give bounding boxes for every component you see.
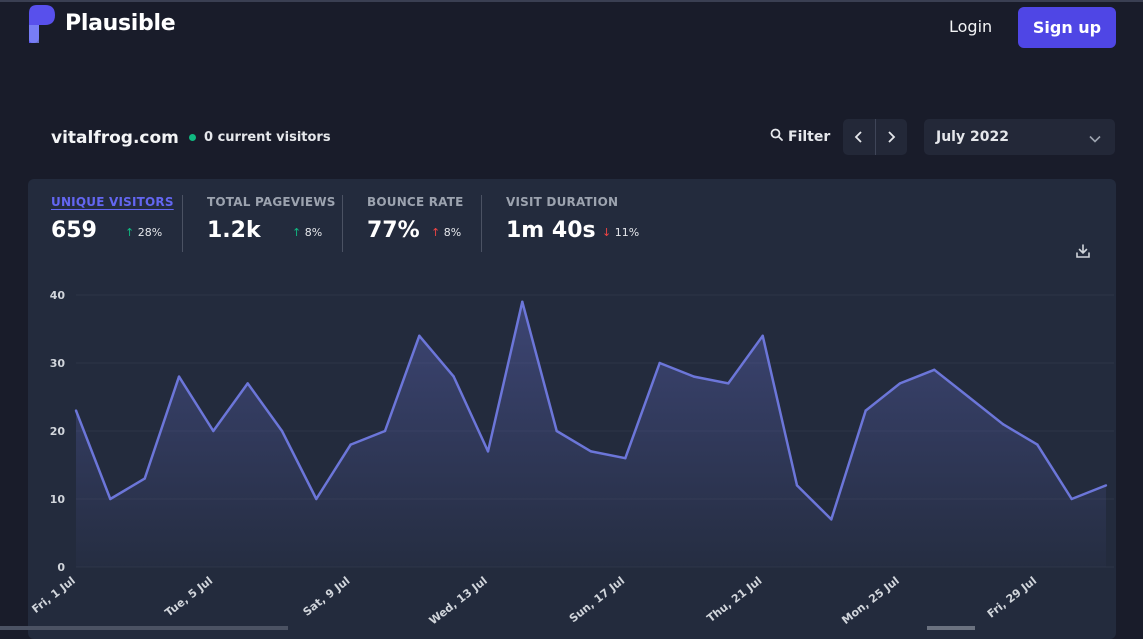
stat-change-value: 8% bbox=[443, 226, 462, 239]
stat-change-value: 11% bbox=[614, 226, 640, 239]
data-point bbox=[246, 382, 249, 385]
stat-change: ↓ 11% bbox=[602, 226, 639, 239]
x-tick-label: Fri, 29 Jul bbox=[985, 574, 1039, 620]
download-icon[interactable] bbox=[1075, 243, 1091, 263]
data-point bbox=[1070, 497, 1073, 501]
data-point bbox=[727, 382, 730, 385]
series-area bbox=[76, 301, 1106, 567]
stat-unique-visitors[interactable]: UNIQUE VISITORS 659 bbox=[51, 195, 174, 243]
data-point bbox=[933, 368, 936, 371]
stat-label: UNIQUE VISITORS bbox=[51, 195, 174, 209]
y-tick-label: 30 bbox=[50, 357, 66, 370]
logo[interactable]: Plausible bbox=[27, 3, 176, 43]
data-point bbox=[74, 409, 78, 412]
period-select[interactable]: July 2022 bbox=[924, 119, 1115, 155]
stat-bounce-rate[interactable]: BOUNCE RATE 77% bbox=[367, 195, 464, 243]
stat-label: VISIT DURATION bbox=[506, 195, 619, 209]
arrow-up-icon: ↑ bbox=[292, 226, 302, 239]
stat-change: ↑ 8% bbox=[292, 226, 322, 239]
site-domain[interactable]: vitalfrog.com bbox=[51, 128, 179, 148]
y-tick-label: 10 bbox=[50, 493, 66, 506]
data-point bbox=[761, 334, 764, 337]
stat-change-value: 28% bbox=[137, 226, 163, 239]
stat-value: 77% bbox=[367, 218, 420, 243]
chevron-right-icon[interactable] bbox=[875, 119, 907, 155]
data-point bbox=[212, 429, 215, 433]
data-point bbox=[1036, 443, 1039, 446]
stat-change: ↑ 8% bbox=[431, 226, 461, 239]
data-point bbox=[383, 429, 387, 433]
y-tick-label: 20 bbox=[50, 425, 66, 438]
data-point bbox=[177, 375, 181, 378]
stat-value: 659 bbox=[51, 218, 97, 243]
arrow-up-icon: ↑ bbox=[125, 226, 135, 239]
data-point bbox=[418, 334, 421, 337]
search-icon bbox=[770, 128, 783, 145]
data-point bbox=[109, 497, 112, 501]
chevron-down-icon bbox=[1089, 128, 1101, 147]
stat-change: ↑ 28% bbox=[125, 226, 162, 239]
data-point bbox=[795, 484, 799, 487]
y-tick-label: 0 bbox=[57, 561, 65, 574]
brand-name: Plausible bbox=[65, 10, 176, 36]
stat-label: BOUNCE RATE bbox=[367, 195, 464, 209]
data-point bbox=[864, 409, 867, 412]
stat-label: TOTAL PAGEVIEWS bbox=[207, 195, 336, 209]
data-point bbox=[486, 450, 490, 453]
current-visitors[interactable]: 0 current visitors bbox=[189, 130, 331, 145]
data-point bbox=[692, 375, 696, 378]
plausible-logo-icon bbox=[27, 3, 57, 43]
stat-divider bbox=[342, 195, 343, 252]
data-point bbox=[624, 457, 627, 460]
stat-value: 1.2k bbox=[207, 218, 261, 243]
x-tick-label: Mon, 25 Jul bbox=[839, 574, 902, 627]
login-link[interactable]: Login bbox=[949, 17, 993, 36]
data-point bbox=[452, 375, 455, 378]
stat-visit-duration[interactable]: VISIT DURATION 1m 40s bbox=[506, 195, 618, 243]
nav-divider bbox=[874, 119, 876, 155]
stat-change-value: 8% bbox=[304, 226, 323, 239]
current-visitors-label: 0 current visitors bbox=[204, 130, 331, 145]
x-tick-label: Fri, 1 Jul bbox=[29, 574, 77, 616]
signup-button[interactable]: Sign up bbox=[1018, 7, 1116, 48]
data-point bbox=[555, 429, 558, 433]
stat-divider bbox=[481, 195, 482, 252]
data-point bbox=[349, 443, 352, 446]
filter-button[interactable]: Filter bbox=[770, 128, 830, 145]
data-point bbox=[280, 429, 284, 433]
data-point bbox=[521, 300, 524, 303]
scrollbar-thumb[interactable] bbox=[927, 626, 975, 630]
x-tick-label: Tue, 5 Jul bbox=[162, 574, 215, 619]
data-point bbox=[315, 497, 318, 501]
period-navigation bbox=[843, 119, 907, 155]
stat-total-pageviews[interactable]: TOTAL PAGEVIEWS 1.2k bbox=[207, 195, 336, 243]
data-point bbox=[658, 361, 661, 365]
scrollbar-horizontal[interactable] bbox=[0, 626, 288, 630]
data-point bbox=[589, 450, 593, 453]
x-tick-label: Sun, 17 Jul bbox=[567, 574, 627, 625]
data-point bbox=[898, 382, 902, 385]
data-point bbox=[143, 477, 146, 480]
chevron-left-icon[interactable] bbox=[843, 119, 875, 155]
x-tick-label: Sat, 9 Jul bbox=[301, 574, 353, 619]
data-point bbox=[830, 518, 833, 521]
arrow-down-icon: ↓ bbox=[602, 226, 612, 239]
stat-divider bbox=[182, 195, 183, 252]
stat-value: 1m 40s bbox=[506, 218, 596, 243]
y-tick-label: 40 bbox=[50, 289, 66, 302]
data-point bbox=[1104, 484, 1108, 487]
filter-label: Filter bbox=[788, 128, 831, 145]
arrow-up-icon: ↑ bbox=[431, 226, 441, 239]
period-label: July 2022 bbox=[936, 129, 1009, 145]
x-tick-label: Thu, 21 Jul bbox=[704, 574, 764, 625]
x-tick-label: Wed, 13 Jul bbox=[427, 574, 490, 627]
top-border bbox=[0, 0, 1143, 2]
live-dot-icon bbox=[189, 134, 196, 141]
data-point bbox=[967, 395, 970, 399]
data-point bbox=[1001, 423, 1005, 426]
